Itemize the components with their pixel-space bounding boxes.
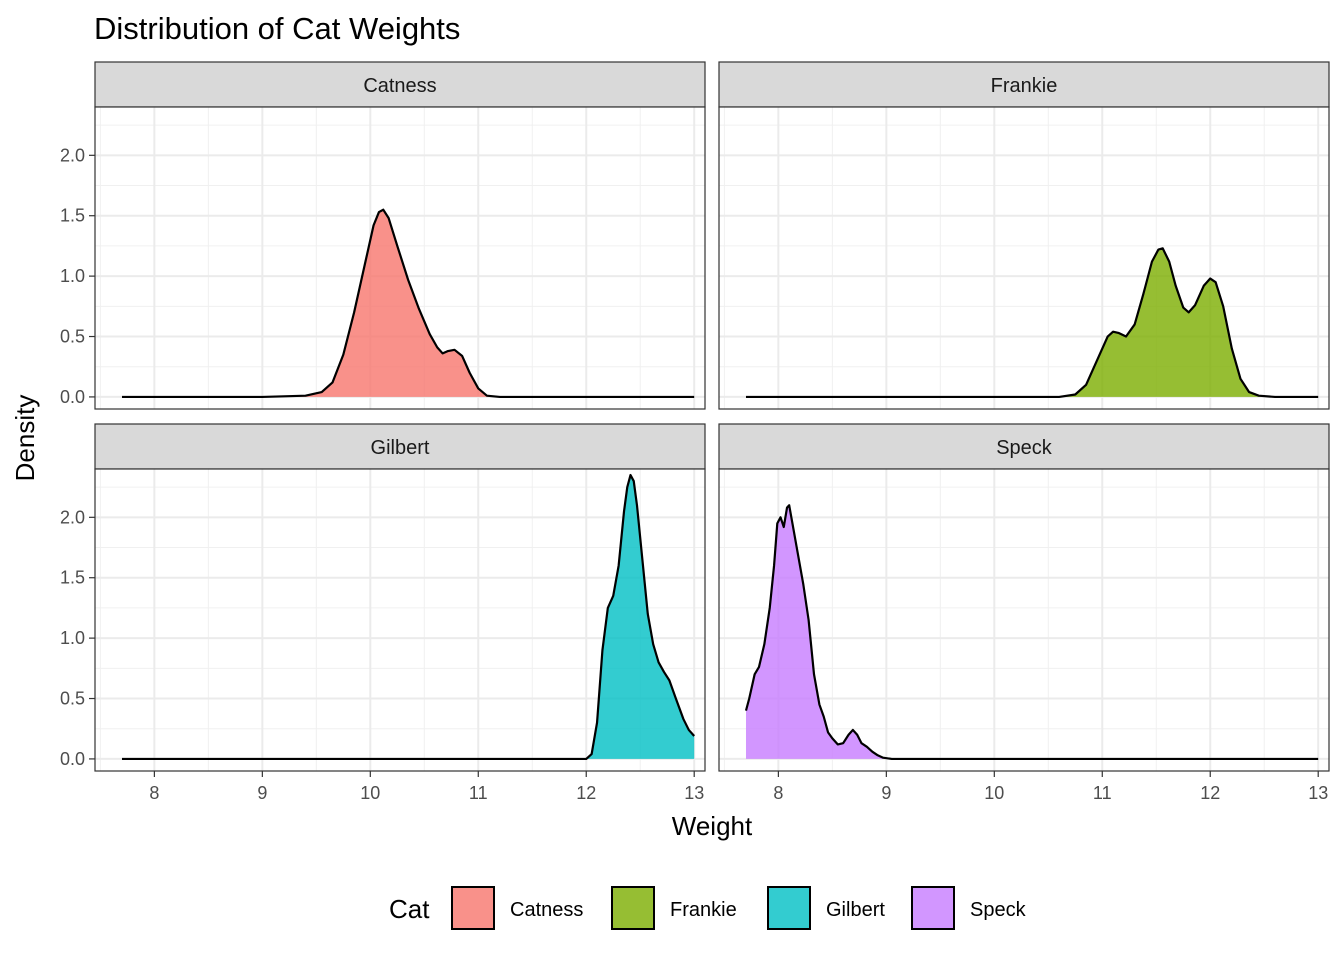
panel-border xyxy=(94,106,706,410)
facet-strip xyxy=(94,423,706,470)
legend-item-speck: Speck xyxy=(911,886,1027,930)
x-tick-label: 11 xyxy=(1093,783,1112,803)
x-axis-title: Weight xyxy=(672,811,753,841)
legend-label: Catness xyxy=(510,899,583,921)
facet-panel-gilbert: Gilbert xyxy=(94,423,706,772)
legend-key xyxy=(451,886,495,930)
legend-key xyxy=(911,886,955,930)
x-tick-label: 11 xyxy=(469,783,488,803)
legend-label: Gilbert xyxy=(826,899,885,921)
legend-title: Cat xyxy=(389,894,430,924)
legend-item-catness: Catness xyxy=(451,886,583,930)
x-tick-label: 12 xyxy=(576,783,596,803)
legend-key xyxy=(611,886,655,930)
panel-border xyxy=(718,106,1330,410)
legend-item-frankie: Frankie xyxy=(611,886,737,930)
density-area-speck xyxy=(745,505,1319,759)
x-tick-label: 13 xyxy=(1308,783,1328,803)
facet-panel-catness: Catness xyxy=(94,61,706,410)
y-tick-label: 0.5 xyxy=(60,689,85,709)
x-tick-label: 10 xyxy=(360,783,380,803)
density-area-catness xyxy=(121,209,695,397)
y-tick-label: 1.5 xyxy=(60,568,85,588)
facet-strip-label: Gilbert xyxy=(371,437,430,459)
y-axis-title: Density xyxy=(10,395,40,482)
density-line-gilbert xyxy=(121,473,696,761)
density-line-speck xyxy=(744,504,1319,761)
facet-panels: Catness Frankie Gilbert Speck xyxy=(94,61,1330,772)
chart-title: Distribution of Cat Weights xyxy=(94,11,460,46)
density-area-gilbert xyxy=(121,475,695,759)
legend-item-gilbert: Gilbert xyxy=(767,886,885,930)
x-tick-label: 8 xyxy=(773,783,783,803)
x-tick-label: 9 xyxy=(257,783,267,803)
facet-panel-speck: Speck xyxy=(718,423,1330,772)
panel-background xyxy=(719,107,1329,409)
legend-label: Speck xyxy=(970,899,1027,921)
facet-strip xyxy=(94,61,706,108)
facet-strip-label: Frankie xyxy=(991,75,1058,97)
panel-border xyxy=(94,468,706,772)
x-tick-label: 10 xyxy=(984,783,1004,803)
legend: Cat Catness Frankie Gilbert Speck xyxy=(389,886,1027,930)
x-tick-label: 9 xyxy=(881,783,891,803)
y-tick-label: 0.5 xyxy=(60,327,85,347)
y-tick-label: 0.0 xyxy=(60,387,85,407)
legend-label: Frankie xyxy=(670,899,737,921)
facet-strip-label: Catness xyxy=(363,75,436,97)
legend-key xyxy=(767,886,811,930)
density-line-catness xyxy=(121,208,695,399)
y-tick-label: 1.5 xyxy=(60,206,85,226)
y-tick-label: 1.0 xyxy=(60,628,85,648)
x-tick-label: 13 xyxy=(684,783,704,803)
panel-border xyxy=(718,468,1330,772)
x-tick-label: 12 xyxy=(1200,783,1220,803)
y-tick-label: 0.0 xyxy=(60,749,85,769)
facet-panel-frankie: Frankie xyxy=(718,61,1330,410)
y-tick-label: 2.0 xyxy=(60,507,85,527)
axes: 0.0 0.5 1.0 1.5 2.0 0.0 0.5 1.0 1.5 2.0 8 9 10 11 12 13… xyxy=(60,145,1328,803)
facet-strip xyxy=(718,423,1330,470)
y-tick-label: 1.0 xyxy=(60,266,85,286)
y-tick-label: 2.0 xyxy=(60,145,85,165)
x-tick-label: 8 xyxy=(149,783,159,803)
facet-strip-label: Speck xyxy=(996,437,1053,459)
density-line-frankie xyxy=(745,247,1319,399)
